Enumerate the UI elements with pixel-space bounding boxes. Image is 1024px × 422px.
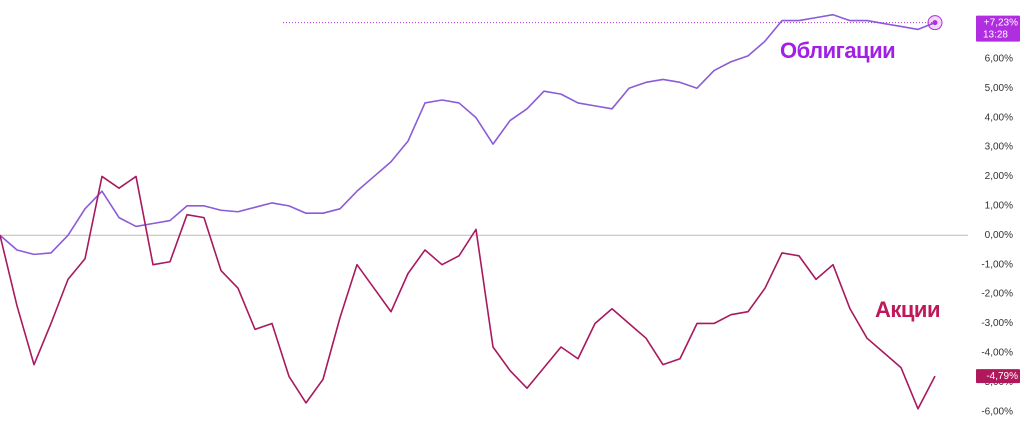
- y-tick-label: 2,00%: [985, 171, 1013, 182]
- line-series: [0, 13, 936, 256]
- last-point: [932, 20, 938, 26]
- y-tick-label: 0,00%: [985, 230, 1013, 241]
- y-tick-label: 6,00%: [985, 53, 1013, 64]
- price-badge: [976, 369, 1020, 384]
- line-series: [0, 175, 936, 410]
- y-tick-label: -6,00%: [981, 406, 1013, 417]
- y-tick-label: 5,00%: [985, 83, 1013, 94]
- time-badge-label: 13:28: [983, 29, 1008, 40]
- y-tick-label: -3,00%: [981, 318, 1013, 329]
- y-tick-label: 4,00%: [985, 112, 1013, 123]
- y-tick-label: 1,00%: [985, 200, 1013, 211]
- y-tick-label: -2,00%: [981, 289, 1013, 300]
- y-tick-label: -4,00%: [981, 348, 1013, 359]
- price-badge-label: +7,23%: [984, 17, 1018, 28]
- series-label: Акции: [875, 297, 940, 322]
- y-tick-label: 3,00%: [985, 142, 1013, 153]
- series-label: Облигации: [780, 38, 895, 63]
- y-tick-label: -1,00%: [981, 259, 1013, 270]
- price-badge-label: -4,79%: [986, 371, 1018, 382]
- price-badge: [976, 15, 1020, 42]
